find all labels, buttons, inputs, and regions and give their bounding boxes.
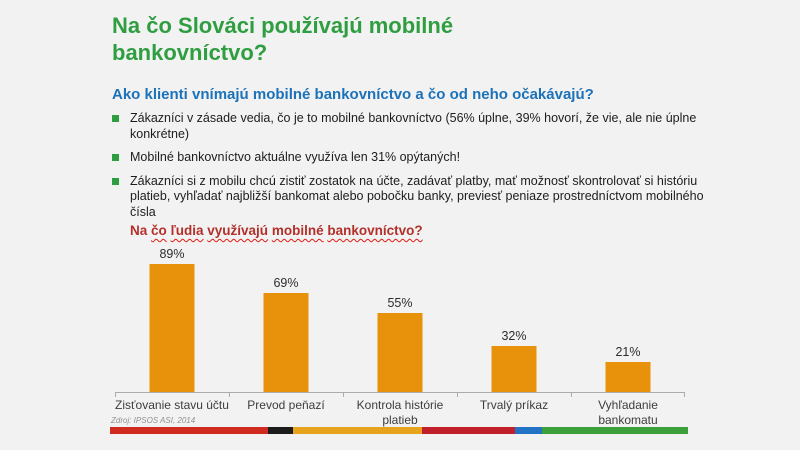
bar <box>491 346 537 392</box>
chart-title-word: Na <box>130 223 148 238</box>
source-note: Zdroj: IPSOS ASI, 2014 <box>111 416 196 425</box>
page-title: Na čo Slováci používajú mobilné bankovní… <box>112 12 453 66</box>
bar-slot: 21% <box>571 246 685 392</box>
stripe-segment-dark-red <box>422 427 515 434</box>
bar <box>605 362 651 392</box>
bullet-square-icon <box>112 154 119 161</box>
bullet-text: Zákazníci si z mobilu chcú zistiť zostat… <box>130 173 704 219</box>
category-label: Vyhľadanie bankomatu <box>563 398 693 428</box>
bar-value-label: 69% <box>273 276 299 290</box>
category-label-line: Kontrola histórie <box>356 398 444 412</box>
category-label: Trvalý príkaz <box>449 398 579 413</box>
stripe-segment-orange <box>293 427 422 434</box>
slide-subtitle: Ako klienti vnímajú mobilné bankovníctvo… <box>112 86 594 103</box>
chart-title-word: bankovníctvo? <box>327 223 423 238</box>
bar-slot: 55% <box>343 246 457 392</box>
footer-color-stripe <box>110 427 688 434</box>
category-label-line: bankomatu <box>598 413 658 427</box>
category-label-line: Prevod peňazí <box>247 398 325 412</box>
stripe-segment-green <box>542 427 688 434</box>
bar-slot: 32% <box>457 246 571 392</box>
list-item: Mobilné bankovníctvo aktuálne využíva le… <box>112 150 718 166</box>
category-label-line: Vyhľadanie <box>598 398 658 412</box>
bar-slot: 89% <box>115 246 229 392</box>
bar-value-label: 55% <box>387 296 413 310</box>
bullet-text: Mobilné bankovníctvo aktuálne využíva le… <box>130 150 461 164</box>
x-axis <box>115 392 685 397</box>
category-label-line: platieb <box>382 413 418 427</box>
chart-title-word: využívajú <box>207 223 269 238</box>
axis-tick <box>115 392 116 397</box>
chart-title-word: čo <box>151 223 167 238</box>
chart-title-word: ľudia <box>170 223 204 238</box>
bar <box>377 313 423 392</box>
list-item: Zákazníci si z mobilu chcú zistiť zostat… <box>112 174 718 221</box>
chart-title: Na čo ľudia využívajú mobilné bankovníct… <box>130 223 423 238</box>
category-label-line: Trvalý príkaz <box>479 398 549 412</box>
axis-tick <box>571 392 572 397</box>
bar-value-label: 21% <box>615 345 641 359</box>
page-title-line2: bankovníctvo? <box>112 40 268 65</box>
category-label-line: Zisťovanie stavu účtu <box>115 398 229 412</box>
bullet-list: Zákazníci v zásade vedia, čo je to mobil… <box>112 111 718 228</box>
category-label: Prevod peňazí <box>221 398 351 413</box>
bar <box>149 264 195 392</box>
page-title-line1: Na čo Slováci používajú mobilné <box>112 13 454 38</box>
bar-value-label: 89% <box>159 247 185 261</box>
axis-tick <box>684 392 685 397</box>
axis-tick <box>457 392 458 397</box>
bullet-text: Zákazníci v zásade vedia, čo je to mobil… <box>130 111 697 141</box>
bar <box>263 293 309 392</box>
category-label: Zisťovanie stavu účtu <box>107 398 237 413</box>
stripe-segment-blue <box>515 427 542 434</box>
bullet-square-icon <box>112 115 119 122</box>
axis-tick <box>229 392 230 397</box>
axis-tick <box>343 392 344 397</box>
bar-slot: 69% <box>229 246 343 392</box>
list-item: Zákazníci v zásade vedia, čo je to mobil… <box>112 111 718 142</box>
stripe-segment-red <box>110 427 268 434</box>
bar-chart: 89% 69% 55% 32% 21% <box>115 246 685 392</box>
stripe-segment-black <box>268 427 293 434</box>
chart-title-word: mobilné <box>271 223 324 238</box>
bullet-square-icon <box>112 177 119 185</box>
bar-value-label: 32% <box>501 329 527 343</box>
category-label: Kontrola histórie platieb <box>335 398 465 428</box>
